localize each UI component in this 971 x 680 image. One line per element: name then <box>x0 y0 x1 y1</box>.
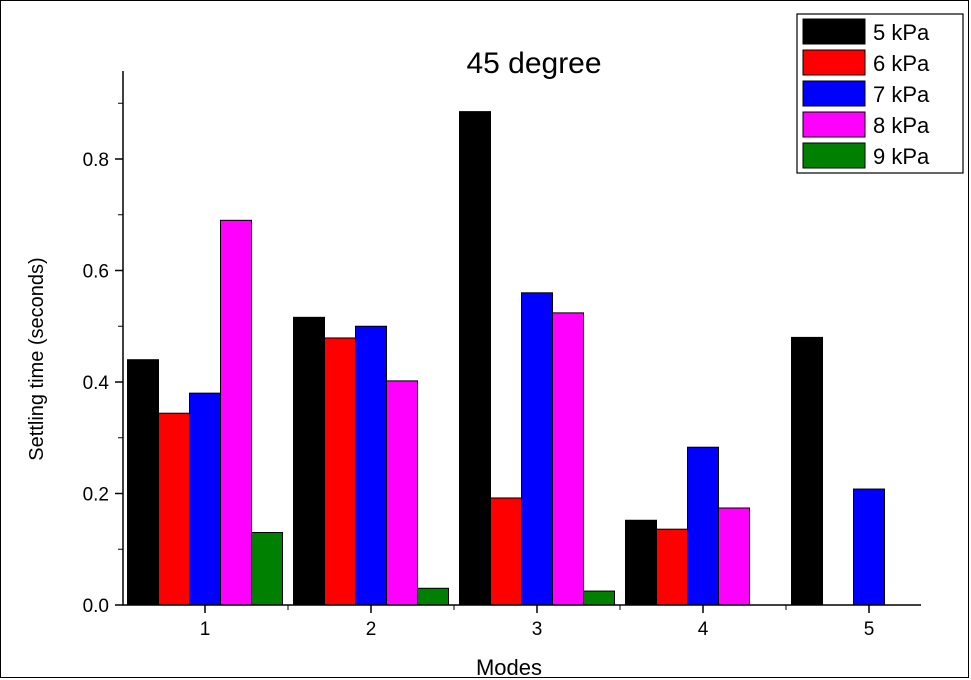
bar-6-kpa-mode-4 <box>656 528 688 606</box>
bar-9-kpa-mode-3 <box>583 590 615 606</box>
bar-7-kpa-mode-2 <box>355 325 387 606</box>
bar-9-kpa-mode-2 <box>417 587 449 606</box>
bar-7-kpa-mode-5 <box>853 488 885 606</box>
x-tick-label: 2 <box>366 619 377 640</box>
bar-5-kpa-mode-1 <box>127 359 159 606</box>
x-tick-label: 4 <box>698 619 709 640</box>
bar-6-kpa-mode-2 <box>324 337 356 606</box>
bar-8-kpa-mode-1 <box>220 219 252 606</box>
bar-5-kpa-mode-3 <box>459 111 491 606</box>
bar-8-kpa-mode-4 <box>718 507 750 606</box>
y-tick-label: 0.0 <box>83 596 109 617</box>
x-tick-label: 5 <box>864 619 875 640</box>
bar-6-kpa-mode-1 <box>158 412 190 606</box>
y-tick-label: 0.6 <box>83 262 109 283</box>
y-tick-label: 0.4 <box>83 373 110 394</box>
legend-label: 5 kPa <box>873 20 930 45</box>
legend-swatch-5-kpa <box>802 18 866 45</box>
bar-8-kpa-mode-3 <box>552 312 584 606</box>
legend-swatch-7-kpa <box>802 80 866 107</box>
legend-label: 6 kPa <box>873 51 930 76</box>
bar-7-kpa-mode-3 <box>521 292 553 606</box>
legend-swatch-8-kpa <box>802 111 866 138</box>
y-tick-label: 0.8 <box>83 150 109 171</box>
x-tick-label: 1 <box>200 619 211 640</box>
bar-6-kpa-mode-3 <box>490 497 522 606</box>
legend-swatch-6-kpa <box>802 49 866 76</box>
x-tick-label: 3 <box>532 619 543 640</box>
bar-9-kpa-mode-1 <box>251 532 283 606</box>
legend: 5 kPa 6 kPa 7 kPa 8 kPa 9 kPa <box>796 13 964 174</box>
chart-title: 45 degree <box>466 47 601 80</box>
y-tick-label: 0.2 <box>83 485 109 506</box>
bar-5-kpa-mode-2 <box>293 316 325 606</box>
legend-label: 7 kPa <box>873 82 930 107</box>
bar-8-kpa-mode-2 <box>386 380 418 606</box>
legend-label: 9 kPa <box>873 144 930 169</box>
bar-7-kpa-mode-4 <box>687 446 719 606</box>
bar-5-kpa-mode-4 <box>625 519 657 606</box>
legend-label: 8 kPa <box>873 113 930 138</box>
legend-swatch-9-kpa <box>802 142 866 169</box>
bar-5-kpa-mode-5 <box>791 336 823 606</box>
y-axis-label: Settling time (seconds) <box>26 257 48 460</box>
x-axis-label: Modes <box>476 655 542 679</box>
bar-7-kpa-mode-1 <box>189 392 221 606</box>
